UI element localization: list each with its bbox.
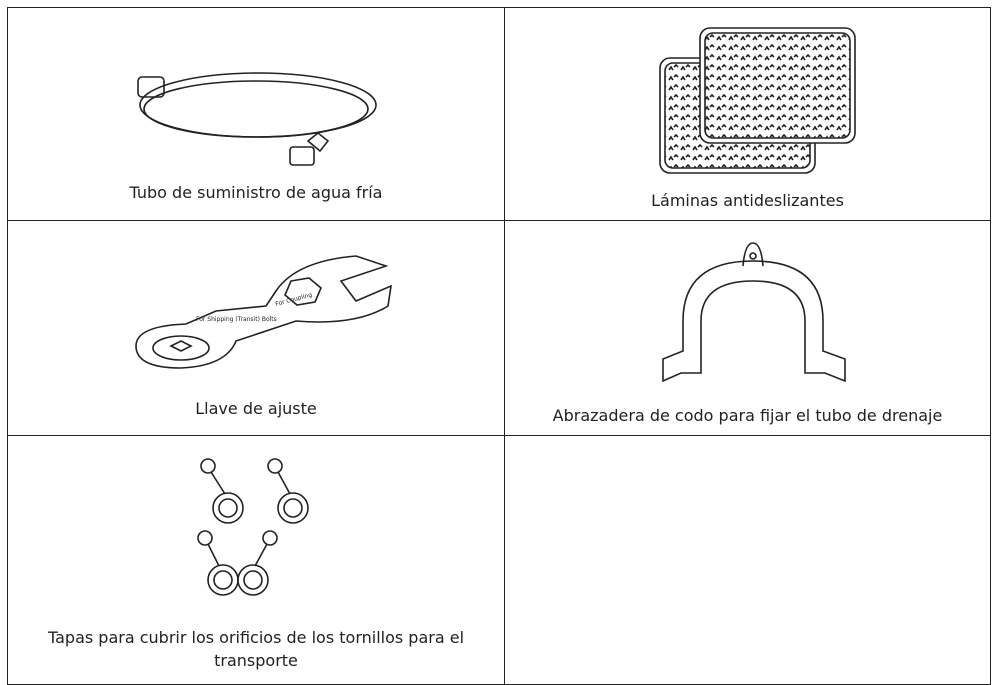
drawing-stroke <box>243 570 263 590</box>
drawing-stroke <box>152 335 210 361</box>
wrench-image: For Coupling For Shipping (Transit) Bolt… <box>135 255 393 369</box>
drawing-stroke <box>267 458 309 524</box>
caps-image <box>197 458 309 596</box>
drawing-stroke <box>212 492 244 524</box>
drawing-stroke <box>200 458 244 524</box>
drawing-stroke <box>210 471 226 495</box>
pads-image <box>659 27 856 174</box>
drawing-stroke <box>662 260 846 383</box>
image-label: For Shipping (Transit) Bolts <box>196 316 277 323</box>
cell: For Coupling For Shipping (Transit) Bolt… <box>7 220 505 436</box>
drawing-stroke <box>267 458 283 474</box>
drawing-stroke <box>135 255 393 369</box>
clamp-image <box>662 242 846 383</box>
drawing-stroke <box>207 564 239 596</box>
drawing-stroke <box>237 564 269 596</box>
drawing-stroke <box>169 340 193 352</box>
drawing-stroke <box>254 543 268 567</box>
drawing-stroke <box>197 530 213 546</box>
drawing-stroke <box>284 277 322 306</box>
cell: Abrazadera de codo para fijar el tubo de… <box>504 220 991 436</box>
caption: Llave de ajuste <box>195 399 317 418</box>
caption: Abrazadera de codo para fijar el tubo de… <box>552 406 943 425</box>
drawing-stroke <box>283 498 303 518</box>
cell: Tapas para cubrir los orificios de los t… <box>7 435 505 685</box>
cell <box>504 435 991 685</box>
drawing-stroke <box>277 492 309 524</box>
drawing-stroke <box>213 570 233 590</box>
drawing-stroke <box>218 498 238 518</box>
drawing-stroke <box>207 543 220 567</box>
drawing-stroke <box>277 471 291 495</box>
drawing-stroke <box>742 242 764 267</box>
drawing-stroke <box>306 131 330 153</box>
hose-image <box>137 72 377 166</box>
cell: Láminas antideslizantes <box>504 7 991 221</box>
drawing-stroke <box>137 76 165 98</box>
drawing-stroke <box>749 252 757 260</box>
drawing-stroke <box>237 530 278 596</box>
drawing-stroke <box>289 146 315 166</box>
cell: Tubo de suministro de agua fría <box>7 7 505 221</box>
drawing-stroke <box>704 32 851 139</box>
drawing-stroke <box>143 80 369 138</box>
caption: Tubo de suministro de agua fría <box>129 183 383 202</box>
drawing-stroke <box>200 458 216 474</box>
drawing-stroke <box>262 530 278 546</box>
caption: Láminas antideslizantes <box>651 191 844 210</box>
image-label: For Coupling <box>275 291 313 308</box>
caption: Tapas para cubrir los orificios de los t… <box>47 628 465 670</box>
drawing-stroke <box>197 530 239 596</box>
